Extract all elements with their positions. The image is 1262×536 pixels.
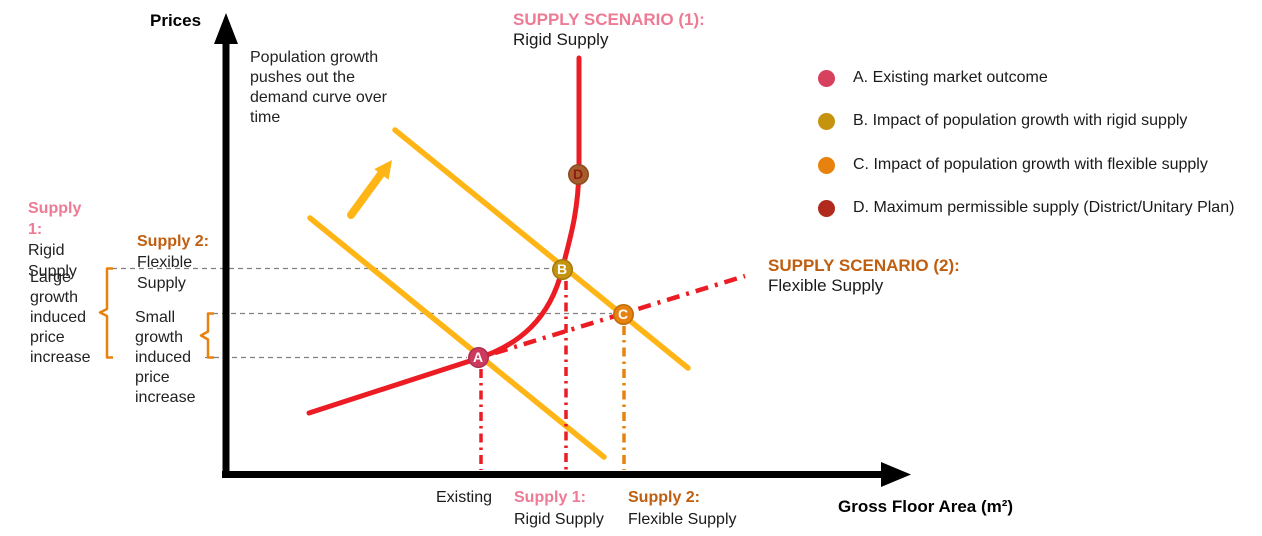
xtick-supply1-title: Supply 1: bbox=[514, 489, 587, 506]
xtick-supply2-title: Supply 2: bbox=[628, 489, 701, 506]
point-a: A bbox=[467, 346, 489, 368]
large-price-increase-bracket bbox=[98, 267, 113, 359]
y-axis-title: Prices bbox=[150, 11, 202, 30]
scenario1-title: SUPPLY SCENARIO (1): bbox=[513, 10, 705, 29]
small-price-increase-note: Small growth induced price increase bbox=[135, 309, 196, 406]
large-price-increase-note: Large growth induced price increase bbox=[30, 269, 91, 366]
point-b: B bbox=[551, 258, 573, 280]
x-axis bbox=[222, 462, 911, 487]
supply2-side-subtitle: Flexible Supply bbox=[137, 254, 193, 292]
supply1-side-label: Supply 1: Rigid Supply bbox=[28, 198, 98, 282]
legend-item-b: B. Impact of population growth with rigi… bbox=[818, 111, 1187, 131]
xtick-supply1-subtitle: Rigid Supply bbox=[514, 511, 604, 528]
legend-dot-a bbox=[818, 69, 835, 87]
supply2-side-title: Supply 2: bbox=[137, 233, 210, 250]
legend-item-c: C. Impact of population growth with flex… bbox=[818, 155, 1208, 175]
xtick-supply1: Supply 1: Rigid Supply bbox=[514, 487, 604, 531]
y-axis bbox=[214, 13, 238, 475]
legend-label-c: C. Impact of population growth with flex… bbox=[853, 156, 1208, 173]
population-growth-note: Population growth pushes out the demand … bbox=[250, 49, 387, 126]
xtick-existing-label: Existing bbox=[436, 489, 493, 506]
point-c: C bbox=[612, 303, 634, 325]
supply1-side-subtitle: Rigid Supply bbox=[28, 242, 77, 280]
legend-item-a: A. Existing market outcome bbox=[818, 68, 1048, 88]
legend-label-d: D. Maximum permissible supply (District/… bbox=[853, 199, 1235, 216]
legend-label-b: B. Impact of population growth with rigi… bbox=[853, 112, 1188, 129]
scenario1-label: SUPPLY SCENARIO (1): Rigid Supply bbox=[513, 10, 705, 50]
small-price-increase-bracket bbox=[199, 312, 214, 359]
demand-shift-arrow bbox=[347, 160, 392, 219]
legend-label-a: A. Existing market outcome bbox=[853, 69, 1048, 86]
supply2-side-label: Supply 2: Flexible Supply bbox=[137, 231, 215, 294]
scenario1-subtitle: Rigid Supply bbox=[513, 30, 609, 49]
legend-dot-c bbox=[818, 156, 835, 174]
xtick-supply2-subtitle: Flexible Supply bbox=[628, 511, 737, 528]
point-d: D bbox=[567, 163, 589, 185]
supply1-side-title: Supply 1: bbox=[28, 200, 82, 238]
legend-dot-b bbox=[818, 112, 835, 130]
scenario2-title: SUPPLY SCENARIO (2): bbox=[768, 256, 960, 275]
scenario2-label: SUPPLY SCENARIO (2): Flexible Supply bbox=[768, 256, 960, 296]
demand-curve-shifted bbox=[392, 127, 691, 371]
price-guide-lines bbox=[112, 267, 612, 359]
demand-curve-initial bbox=[307, 215, 607, 460]
legend-dot-d bbox=[818, 199, 835, 217]
legend-item-d: D. Maximum permissible supply (District/… bbox=[818, 198, 1234, 218]
xtick-existing: Existing bbox=[436, 487, 492, 509]
xtick-supply2: Supply 2: Flexible Supply bbox=[628, 487, 737, 531]
x-axis-title: Gross Floor Area (m²) bbox=[838, 497, 1014, 516]
scenario2-subtitle: Flexible Supply bbox=[768, 276, 884, 295]
